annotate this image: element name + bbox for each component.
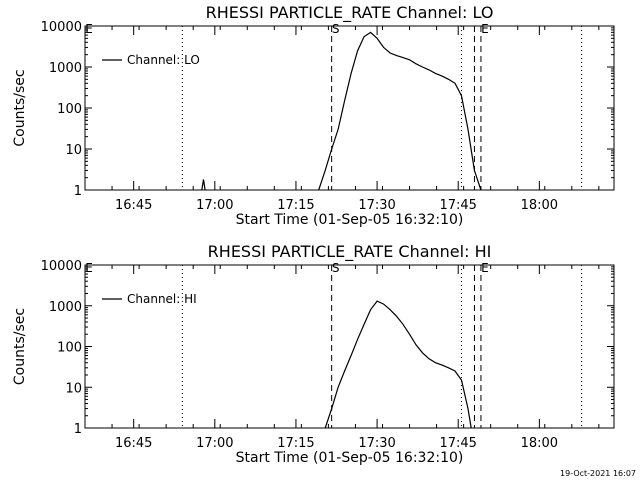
chart-panel-hi: RHESSI PARTICLE_RATE Channel: HI 1 10 100 10…: [12, 242, 615, 466]
legend-label: Channel: LO: [127, 53, 200, 67]
y-tick-label: 10: [65, 381, 82, 396]
y-tick-label: 100: [57, 102, 82, 117]
series-line: [201, 179, 206, 191]
x-tick-label: 17:00: [196, 436, 233, 451]
x-tick-label: 16:45: [115, 436, 152, 451]
x-tick-label: 17:15: [277, 198, 314, 213]
corner-label: E: [85, 22, 93, 36]
chart-title: RHESSI PARTICLE_RATE Channel: HI: [208, 242, 492, 262]
x-axis-label: Start Time (01-Sep-05 16:32:10): [236, 450, 464, 466]
y-axis-label: Counts/sec: [12, 69, 28, 146]
x-tick-label: 17:30: [358, 436, 395, 451]
marker-label: E: [481, 22, 489, 36]
x-tick-label: 18:00: [521, 198, 558, 213]
y-tick-label: 100: [57, 341, 82, 356]
series-line: [324, 300, 472, 429]
chart-title: RHESSI PARTICLE_RATE Channel: LO: [206, 3, 494, 23]
x-tick-label: 16:45: [115, 198, 152, 213]
marker-label: S: [332, 261, 340, 275]
timestamp-label: 19-Oct-2021 16:07: [560, 469, 636, 478]
y-tick-label: 10000: [41, 20, 82, 35]
y-tick-label: 10: [65, 143, 82, 158]
plot-frame: [84, 264, 615, 429]
y-tick-label: 10000: [41, 259, 82, 274]
y-tick-label: 1: [74, 422, 82, 437]
y-tick-label: 1000: [49, 300, 82, 315]
plot-frame: [84, 25, 615, 191]
y-axis-label: Counts/sec: [12, 308, 28, 385]
marker-label: S: [332, 22, 340, 36]
x-tick-label: 17:30: [358, 198, 395, 213]
x-axis-label: Start Time (01-Sep-05 16:32:10): [236, 212, 464, 228]
chart-panel-lo: RHESSI PARTICLE_RATE Channel: LO 1 10 100 10…: [12, 3, 615, 228]
corner-label: E: [85, 261, 93, 275]
y-tick-label: 1000: [49, 61, 82, 76]
x-tick-label: 17:15: [277, 436, 314, 451]
legend-label: Channel: HI: [127, 292, 197, 306]
x-tick-label: 17:00: [196, 198, 233, 213]
series-line: [318, 31, 482, 191]
x-tick-label: 18:00: [521, 436, 558, 451]
x-tick-label: 17:45: [439, 198, 476, 213]
y-tick-label: 1: [74, 184, 82, 199]
x-tick-label: 17:45: [439, 436, 476, 451]
marker-label: E: [481, 261, 489, 275]
